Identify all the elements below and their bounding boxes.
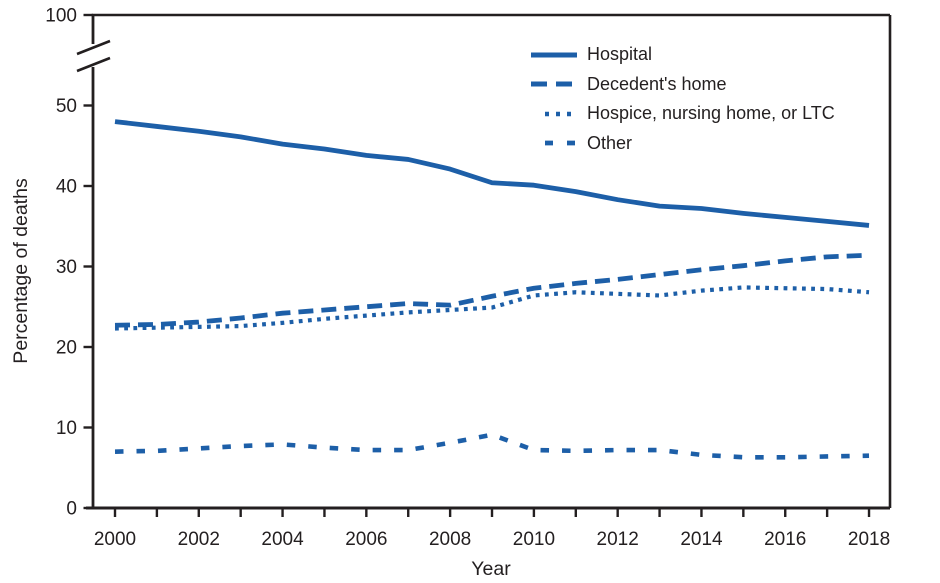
x-tick-label: 2004 xyxy=(261,529,304,550)
x-tick-label: 2010 xyxy=(513,529,555,550)
legend: Hospital Decedent's home Hospice, nursing … xyxy=(531,40,835,158)
x-tick-label: 2018 xyxy=(848,529,890,550)
y-tick-label: 50 xyxy=(56,96,77,117)
x-axis-title: Year xyxy=(471,558,511,580)
legend-label: Decedent's home xyxy=(587,73,727,94)
legend-label: Other xyxy=(587,132,633,153)
y-tick-label: 10 xyxy=(56,418,77,439)
legend-swatch-dotted xyxy=(545,111,577,116)
y-tick-label: 20 xyxy=(56,338,77,359)
series-line-decedent-s-home xyxy=(114,252,870,328)
x-tick-label: 2012 xyxy=(597,529,639,550)
x-tick-label: 2002 xyxy=(178,529,220,550)
x-tick-label: 2006 xyxy=(345,529,387,550)
y-tick-label: 100 xyxy=(45,6,77,27)
axis-break-slash xyxy=(76,39,111,56)
y-tick-label: 40 xyxy=(56,177,77,198)
y-axis-title: Percentage of deaths xyxy=(10,178,32,364)
legend-swatch-solid xyxy=(531,52,577,58)
legend-label: Hospital xyxy=(587,44,653,65)
y-tick-label: 0 xyxy=(66,499,77,520)
y-tick-label: 30 xyxy=(56,257,77,278)
x-tick-label: 2014 xyxy=(680,529,723,550)
legend-item-decedent-s-home: Decedent's home xyxy=(531,70,835,100)
legend-swatch-short-dash xyxy=(545,140,577,146)
legend-label: Hospice, nursing home, or LTC xyxy=(587,103,835,124)
legend-swatch-long-dash xyxy=(531,81,577,87)
series-line-hospital xyxy=(114,119,870,228)
x-tick-label: 2016 xyxy=(764,529,806,550)
x-tick-label: 2000 xyxy=(94,529,136,550)
series-line-other xyxy=(114,432,870,460)
legend-item-hospital: Hospital xyxy=(531,40,835,70)
x-tick-label: 2008 xyxy=(429,529,471,550)
axis-break-slash xyxy=(76,56,111,73)
legend-item-hospice-nursing-home-or-ltc: Hospice, nursing home, or LTC xyxy=(531,99,835,129)
series-line-hospice-nursing-home-or-ltc xyxy=(114,285,870,331)
legend-item-other: Other xyxy=(531,129,835,159)
